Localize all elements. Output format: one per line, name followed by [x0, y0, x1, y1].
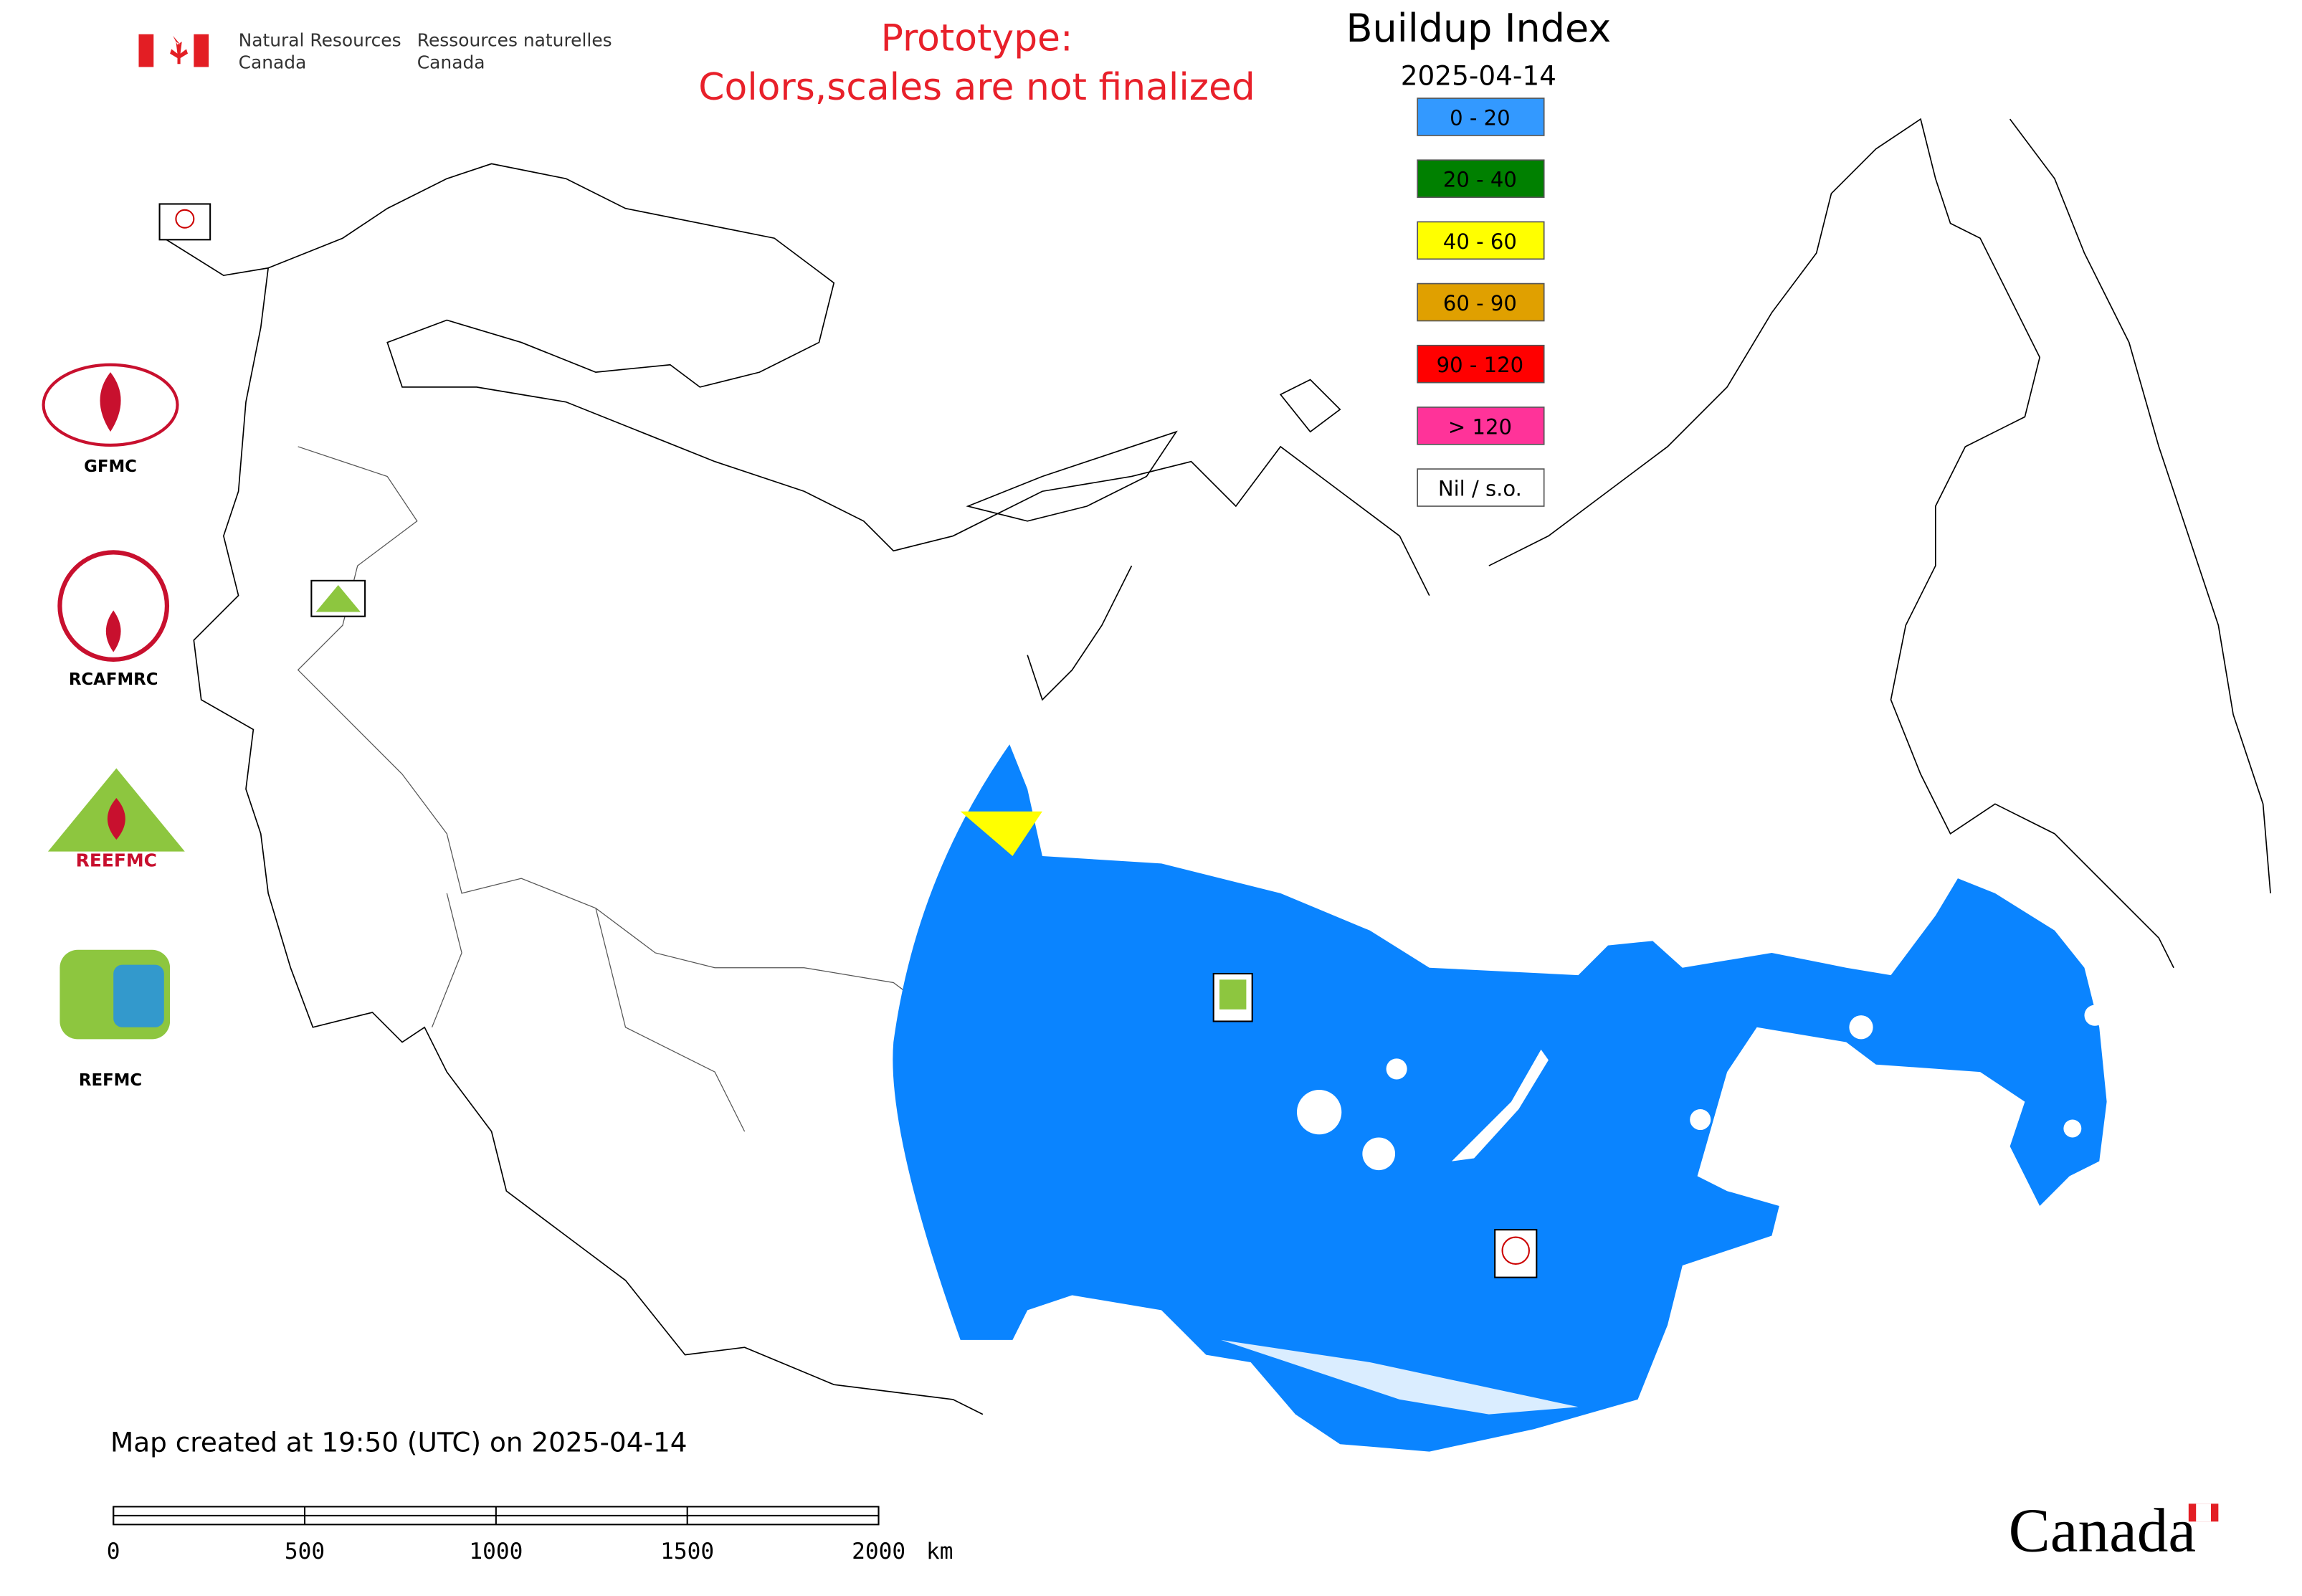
legend-label: 20 - 40	[1443, 168, 1517, 192]
legend-swatch	[1417, 468, 1545, 507]
legend-label: 90 - 120	[1437, 353, 1523, 377]
legend-swatch	[1417, 159, 1545, 198]
scale-label: 0	[107, 1539, 120, 1564]
legend-label: Nil / s.o.	[1438, 476, 1522, 500]
logo-band	[42, 851, 191, 867]
flag-bar	[194, 34, 209, 67]
coastline	[2009, 118, 2271, 893]
island	[1279, 379, 1341, 433]
border	[431, 893, 746, 1132]
legend-swatch	[1417, 344, 1545, 384]
coastline	[1488, 118, 2174, 969]
logo-label: REFMC	[79, 1071, 142, 1090]
logo-label: GFMC	[84, 457, 137, 476]
lake	[2063, 1119, 2082, 1138]
legend-swatch	[1417, 221, 1545, 260]
wordmark: Canada	[2009, 1496, 2196, 1565]
lake	[1386, 1058, 1407, 1080]
badge-icon	[1501, 1236, 1530, 1265]
wordmark-flag	[2196, 1504, 2211, 1522]
agency-en: Canada	[239, 52, 307, 73]
lake	[1362, 1137, 1396, 1171]
coastline	[163, 237, 984, 1415]
notice: Prototype:	[881, 17, 1073, 60]
scale-label: 2000	[852, 1539, 905, 1564]
lake	[1849, 1015, 1873, 1040]
legend-swatch	[1417, 282, 1545, 322]
map-title: Buildup Index	[1346, 6, 1611, 51]
badge-icon	[1219, 979, 1247, 1010]
scale-bar: 0 500 1000 1500 2000 km	[107, 1506, 953, 1564]
logo-rcafmrc	[57, 550, 170, 662]
legend-label: 60 - 90	[1443, 291, 1517, 315]
agency-fr: Ressources naturelles	[417, 29, 612, 50]
notice: Colors,scales are not finalized	[698, 66, 1255, 109]
index-area	[893, 744, 2107, 1452]
footer-note: Map created at 19:50 (UTC) on 2025-04-14	[110, 1427, 687, 1458]
flag-bar	[138, 34, 154, 67]
logo-flame	[105, 610, 121, 652]
scale-label: 1500	[660, 1539, 714, 1564]
logo-flame	[100, 372, 121, 432]
badge-icon	[175, 209, 195, 229]
logo-label: RCAFMRC	[69, 670, 158, 689]
lakes	[1221, 1004, 2106, 1415]
lake	[1296, 1089, 1342, 1135]
legend: 0 - 20 20 - 40 40 - 60 60 - 90 90 - 120 > 120…	[1417, 98, 1545, 507]
agency-fr: Canada	[417, 52, 485, 73]
badge-icon	[315, 585, 361, 612]
lake	[1690, 1108, 1711, 1131]
agency-en: Natural Resources	[239, 29, 401, 50]
scale-unit: km	[926, 1539, 953, 1564]
scale-label: 1000	[469, 1539, 523, 1564]
index-area	[960, 811, 1042, 856]
gc-signature: Natural Resources Canada Ressources natu…	[138, 29, 612, 73]
scale-label: 500	[285, 1539, 325, 1564]
coastline	[267, 163, 1430, 596]
logo-refmc-part	[113, 964, 164, 1027]
lake-baikal	[1451, 1049, 1549, 1162]
basemap	[163, 118, 2271, 1415]
logos: GFMC RCAFMRC REFMC	[42, 363, 191, 1090]
legend-label: > 120	[1448, 414, 1512, 439]
legend-swatch	[1417, 98, 1545, 136]
coastline	[1027, 565, 1133, 701]
logo-flame	[107, 798, 125, 840]
legend-label: 0 - 20	[1450, 105, 1510, 130]
legend-label: 40 - 60	[1443, 229, 1517, 254]
maple-leaf	[170, 35, 189, 65]
island	[966, 430, 1178, 522]
logo-label: REEFMC	[76, 850, 157, 871]
lake	[2084, 1004, 2106, 1026]
legend-swatch	[1417, 407, 1545, 445]
map-date: 2025-04-14	[1401, 60, 1556, 91]
centre-markers	[158, 203, 1538, 1278]
index-raster	[893, 744, 2107, 1452]
bare-area	[1221, 1339, 1579, 1415]
